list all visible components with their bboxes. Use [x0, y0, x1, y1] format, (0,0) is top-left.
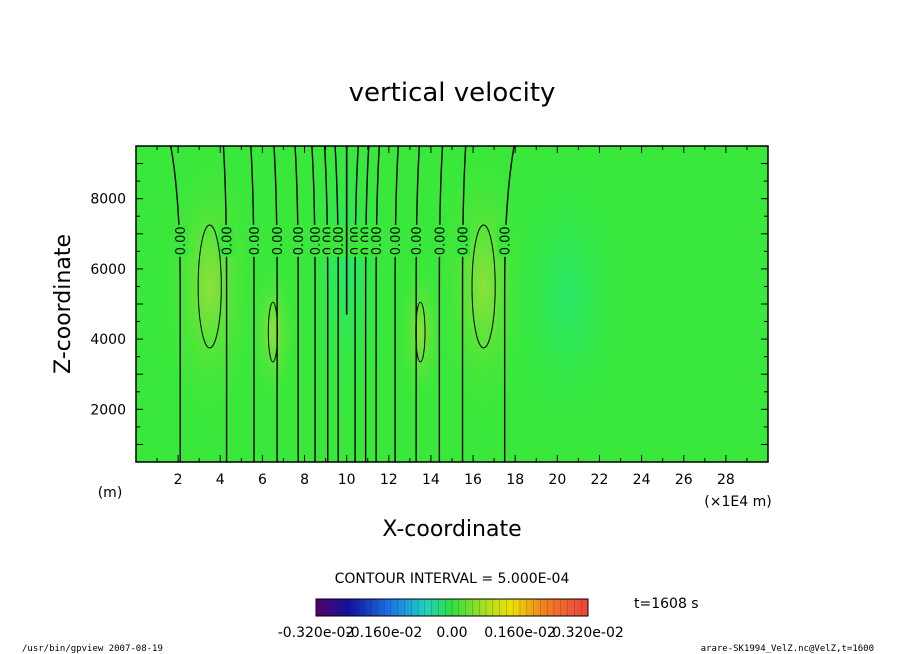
x-axis: 2 4 6 8 10 12 14 16 18 20 22 24 26 28 — [135, 146, 769, 488]
x-axis-title: X-coordinate — [382, 517, 521, 542]
contour-label: 0.00 — [457, 226, 472, 255]
contour-label: 0.00 — [292, 226, 307, 255]
colorbar-label: 0.320e-02 — [552, 625, 624, 641]
contour-label: 0.00 — [174, 226, 189, 255]
x-tick-label: 24 — [633, 472, 651, 488]
contour-loop — [197, 224, 222, 349]
shade-region — [494, 146, 642, 462]
footer-left: /usr/bin/gpview 2007-08-19 — [22, 644, 163, 654]
x-tick-label: 14 — [422, 472, 440, 488]
contour-label-bg — [290, 224, 307, 257]
colorbar-label: -0.320e-02 — [278, 625, 355, 641]
contour-label-bg — [269, 224, 286, 257]
x-tick-label: 26 — [675, 472, 693, 488]
y-axis: 2000 4000 6000 8000 — [90, 163, 768, 445]
x-tick-label: 16 — [464, 472, 482, 488]
x-tick-label: 6 — [258, 472, 267, 488]
time-label: t=1608 s — [634, 596, 699, 612]
contour-label: 0.00 — [433, 226, 448, 255]
x-tick-label: 22 — [591, 472, 609, 488]
colorbar-label: 0.160e-02 — [484, 625, 556, 641]
y-tick-label: 2000 — [90, 402, 126, 418]
x-tick-label: 4 — [216, 472, 225, 488]
y-tick-label: 6000 — [90, 262, 126, 278]
y-tick-label: 4000 — [90, 332, 126, 348]
x-tick-label: 18 — [506, 472, 524, 488]
contour-label-bg — [408, 224, 425, 257]
contour-label: 0.00 — [248, 226, 263, 255]
contour-line — [354, 146, 359, 462]
shade-region — [395, 254, 446, 410]
contour-line — [250, 146, 255, 462]
contour-label-bg — [454, 224, 471, 257]
contour-line — [438, 146, 444, 462]
contour-interval: CONTOUR INTERVAL = 5.000E-04 — [335, 571, 570, 587]
x-tick-label: 8 — [300, 472, 309, 488]
footer-right: arare-SK1994_VelZ.nc@VelZ,t=1600 — [701, 644, 874, 654]
chart-title: vertical velocity — [349, 78, 556, 108]
colorbar-ticks — [315, 599, 589, 616]
contour-line — [375, 146, 381, 462]
contour-loop — [415, 301, 426, 363]
colorbar-label: -0.160e-02 — [346, 625, 423, 641]
colorbar-label: 0.00 — [436, 625, 467, 641]
x-unit-label: (m) — [98, 485, 123, 501]
contour-line — [334, 146, 339, 462]
contour-layer: 0.00 0.00 0.00 0.00 0.00 0.00 0.00 0.00 0.00 0.00… — [170, 146, 515, 462]
contour-label: 0.00 — [499, 226, 514, 255]
x-tick-label: 10 — [338, 472, 356, 488]
contour-label-bg — [218, 224, 235, 257]
x-tick-label: 20 — [548, 472, 566, 488]
plot-area: 0.00 0.00 0.00 0.00 0.00 0.00 0.00 0.00 0.00 0.00… — [136, 146, 768, 462]
contour-loop — [267, 301, 279, 363]
contour-loop — [471, 224, 496, 349]
contour-line — [170, 146, 181, 462]
contour-label-bg — [330, 224, 347, 257]
contour-line — [311, 146, 316, 462]
contour-label-bg — [431, 224, 448, 257]
x-tick-label: 12 — [380, 472, 398, 488]
contour-line — [461, 146, 467, 462]
contour-line — [364, 146, 370, 462]
x-tick-label: 28 — [717, 472, 735, 488]
contour-label: 0.00 — [370, 226, 385, 255]
contour-line — [415, 146, 421, 462]
shade-region — [247, 254, 299, 410]
contour-label-bg — [172, 224, 189, 257]
contour-label: 0.00 — [271, 226, 286, 255]
x-scale-label: (×1E4 m) — [704, 494, 771, 510]
contour-label-bg — [307, 224, 324, 257]
y-axis-title: Z-coordinate — [51, 234, 76, 374]
contour-line — [394, 146, 399, 462]
colorbar-labels: -0.320e-02-0.160e-02 0.00 0.160e-020.320e-… — [278, 625, 624, 641]
x-tick-label: 2 — [174, 472, 183, 488]
contour-line — [222, 146, 228, 462]
contour-line — [503, 146, 515, 462]
contour-line — [273, 146, 278, 462]
contour-label: 0.00 — [410, 226, 425, 255]
contour-label-bg — [496, 224, 513, 257]
y-tick-label: 8000 — [90, 192, 126, 208]
contour-label: 0.00 — [221, 226, 236, 255]
contour-label-bg — [245, 224, 262, 257]
contour-label: 0.00 — [332, 226, 347, 255]
contour-line — [294, 146, 299, 462]
contour-label: 0.00 — [389, 226, 404, 255]
contour-line — [323, 146, 329, 462]
shade-region — [159, 146, 261, 434]
contour-label-bg — [368, 224, 385, 257]
contour-label-bg — [387, 224, 404, 257]
